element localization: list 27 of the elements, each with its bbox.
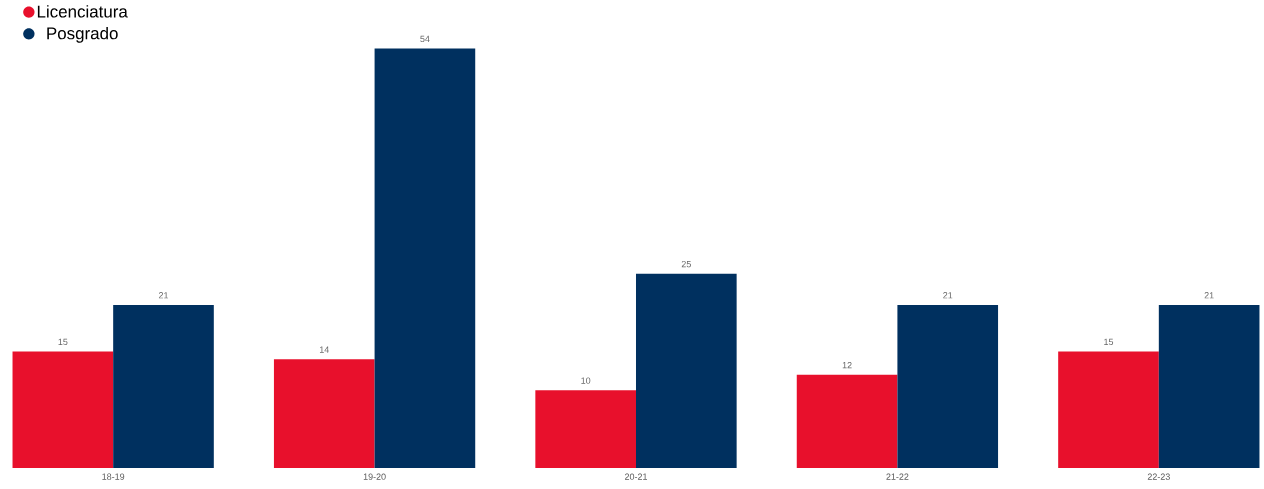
x-tick-label: 20-21 — [624, 473, 648, 480]
bar — [1158, 304, 1260, 468]
data-label: 21 — [1204, 292, 1214, 299]
bar — [113, 304, 214, 468]
bar — [12, 351, 114, 468]
bar — [273, 359, 375, 468]
data-label: 25 — [681, 260, 691, 268]
x-tick-label: 18-19 — [102, 473, 125, 480]
data-label: 54 — [420, 35, 430, 43]
data-label: 21 — [943, 292, 953, 299]
bar — [374, 48, 476, 468]
data-label: 15 — [1104, 338, 1114, 345]
bar — [796, 374, 898, 468]
x-tick-label: 21-22 — [886, 473, 909, 480]
data-label: 10 — [581, 377, 591, 384]
x-tick-label: 22-23 — [1147, 473, 1170, 480]
legend-label: Licenciatura — [37, 5, 128, 18]
data-label: 14 — [319, 346, 329, 353]
bar — [535, 390, 636, 468]
bar — [897, 304, 999, 468]
data-label: 21 — [158, 292, 169, 299]
legend-label: Posgrado — [47, 26, 118, 43]
data-label: 12 — [842, 362, 852, 369]
bar — [635, 273, 737, 468]
bar — [1058, 351, 1159, 468]
x-tick-label: 19-20 — [363, 473, 386, 480]
data-label: 15 — [58, 338, 68, 345]
